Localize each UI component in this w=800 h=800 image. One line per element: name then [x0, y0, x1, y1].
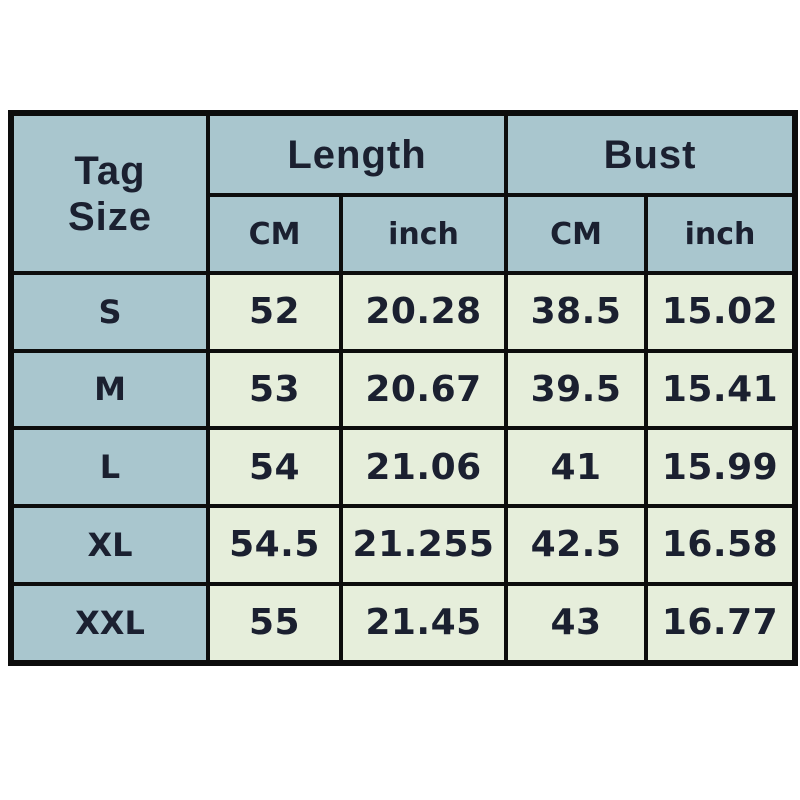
- cell-xxl-length-cm: 55: [206, 581, 343, 666]
- cell-l-bust-inch: 15.99: [643, 426, 798, 508]
- cell-xl-length-cm: 54.5: [206, 503, 343, 586]
- cell-m-length-inch: 20.67: [339, 348, 508, 431]
- cell-size-s: S: [9, 271, 210, 353]
- size-chart-table: Tag Size Length Bust CM inch CM inch S 5…: [8, 110, 799, 666]
- table-row-l: L 54 21.06 41 15.99: [9, 426, 798, 508]
- cell-xxl-length-inch: 21.45: [339, 581, 508, 666]
- header-length-cm: CM: [206, 193, 343, 275]
- header-length-inch: inch: [339, 193, 508, 275]
- cell-size-m: M: [9, 348, 210, 431]
- header-row-main: Tag Size Length Bust: [9, 111, 798, 275]
- header-tag-size: Tag Size: [9, 111, 210, 275]
- cell-m-bust-cm: 39.5: [504, 348, 648, 431]
- header-tag-size-line1: Tag: [74, 148, 146, 193]
- table-row-xxl: XXL 55 21.45 43 16.77: [9, 581, 798, 666]
- header-bust-inch: inch: [643, 193, 798, 275]
- header-row-units: CM inch CM inch: [11, 193, 798, 275]
- cell-s-bust-inch: 15.02: [643, 271, 798, 353]
- cell-m-length-cm: 53: [206, 348, 343, 431]
- cell-s-length-inch: 20.28: [339, 271, 508, 353]
- header-length: Length: [206, 111, 508, 197]
- cell-l-bust-cm: 41: [504, 426, 648, 508]
- header-tag-size-line2: Size: [67, 194, 153, 239]
- cell-xl-bust-inch: 16.58: [643, 503, 798, 586]
- cell-m-bust-inch: 15.41: [643, 348, 798, 431]
- cell-xl-length-inch: 21.255: [339, 503, 508, 586]
- cell-l-length-inch: 21.06: [339, 426, 508, 508]
- header-bust: Bust: [503, 111, 798, 197]
- cell-s-bust-cm: 38.5: [504, 271, 648, 353]
- table-row-s: S 52 20.28 38.5 15.02: [9, 271, 798, 353]
- cell-xxl-bust-inch: 16.77: [643, 581, 798, 666]
- cell-size-l: L: [9, 426, 210, 508]
- cell-s-length-cm: 52: [206, 271, 343, 353]
- header-bust-cm: CM: [504, 193, 648, 275]
- cell-size-xl: XL: [9, 503, 210, 586]
- cell-xl-bust-cm: 42.5: [504, 503, 648, 586]
- cell-xxl-bust-cm: 43: [504, 581, 648, 666]
- cell-size-xxl: XXL: [9, 581, 210, 666]
- cell-l-length-cm: 54: [206, 426, 343, 508]
- table-row-xl: XL 54.5 21.255 42.5 16.58: [9, 503, 798, 586]
- table-row-m: M 53 20.67 39.5 15.41: [9, 348, 798, 431]
